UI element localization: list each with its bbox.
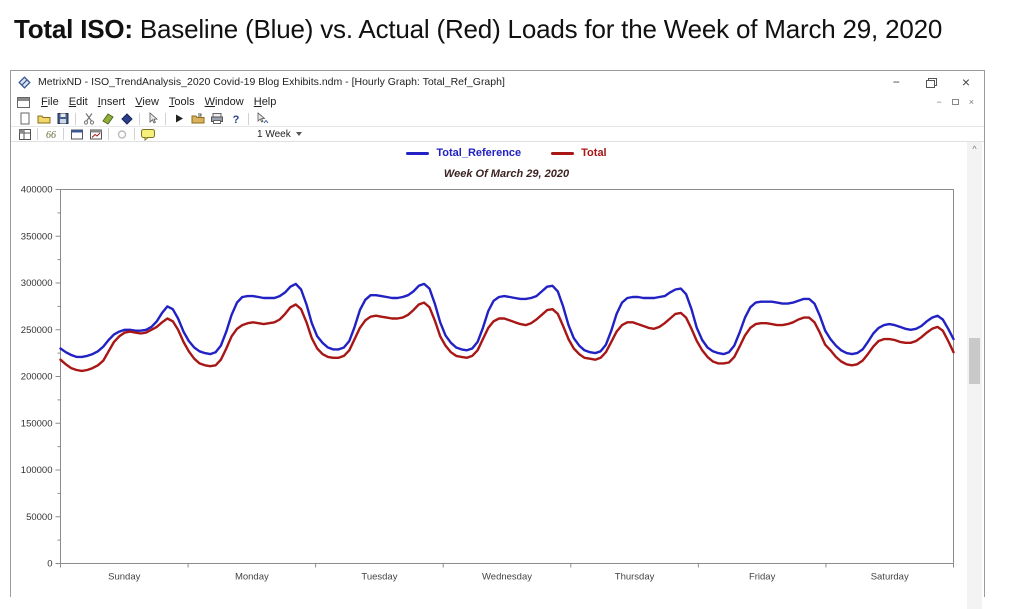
y-tick-label: 300000	[21, 278, 53, 289]
save-icon[interactable]	[54, 112, 71, 126]
notes-icon[interactable]: 66	[42, 127, 59, 141]
open-icon[interactable]	[35, 112, 52, 126]
chart-plot: 0 50000 100000 150000 200000 250000 300000 3500…	[21, 185, 955, 583]
svg-text:?: ?	[232, 114, 239, 125]
restore-icon[interactable]	[925, 77, 937, 88]
week-range-value: 1 Week	[257, 128, 291, 140]
y-tick-label: 50000	[26, 512, 52, 523]
x-tick-label: Tuesday	[361, 572, 397, 583]
data-table-icon[interactable]	[16, 127, 33, 141]
status-disabled-icon	[113, 127, 130, 141]
series-Total	[59, 301, 955, 373]
chevron-down-icon	[295, 132, 302, 136]
blue-line-swatch	[406, 151, 430, 155]
scroll-up-icon[interactable]: ^	[972, 144, 977, 154]
menu-tools[interactable]: Tools	[168, 96, 195, 108]
page-title: Total ISO: Baseline (Blue) vs. Actual (R…	[14, 14, 1014, 45]
y-tick-label: 350000	[21, 231, 53, 242]
run-icon[interactable]	[170, 112, 187, 126]
legend-label-total: Total	[581, 147, 607, 159]
y-tick-label: 400000	[21, 185, 53, 196]
y-tick-label: 100000	[21, 465, 53, 476]
help-icon[interactable]: ?	[227, 112, 244, 126]
export-icon[interactable]	[189, 112, 206, 126]
legend-label-reference: Total_Reference	[436, 147, 522, 159]
app-window: MetrixND - ISO_TrendAnalysis_2020 Covid-…	[10, 70, 985, 609]
select-cursor-icon[interactable]	[144, 112, 161, 126]
y-tick-label: 150000	[21, 418, 53, 429]
new-icon[interactable]	[16, 112, 33, 126]
child-close-icon[interactable]: ×	[968, 96, 974, 107]
report-window-icon[interactable]	[68, 127, 85, 141]
plot-border	[60, 189, 954, 564]
graph-panel: Total_Reference Total Week Of March 29, …	[11, 141, 984, 609]
x-tick-label: Monday	[235, 572, 269, 583]
menu-insert[interactable]: Insert	[97, 96, 126, 108]
view-toolbar: 66 1 Week	[11, 126, 984, 141]
comment-bubble-icon[interactable]	[139, 127, 156, 141]
minimize-icon[interactable]: −	[892, 75, 900, 89]
page-title-bold: Total ISO:	[14, 14, 133, 44]
scrollbar-thumb[interactable]	[969, 338, 980, 384]
menu-view[interactable]: View	[135, 96, 159, 108]
print-icon[interactable]	[208, 112, 225, 126]
svg-text:66: 66	[46, 130, 56, 141]
x-tick-label: Friday	[749, 572, 776, 583]
red-line-swatch	[551, 151, 575, 155]
paste-icon[interactable]	[118, 112, 135, 126]
vertical-scrollbar[interactable]: ^ v	[967, 142, 982, 609]
close-icon[interactable]: ×	[961, 74, 970, 90]
legend-entry-total: Total	[551, 147, 607, 159]
document-icon[interactable]	[17, 96, 30, 108]
menu-file[interactable]: File	[41, 96, 59, 108]
pointer-trace-icon[interactable]	[253, 112, 270, 126]
week-range-select[interactable]: 1 Week	[253, 129, 306, 140]
menu-window[interactable]: Window	[204, 96, 244, 108]
legend-entry-reference: Total_Reference	[406, 147, 521, 159]
y-tick-label: 250000	[21, 325, 53, 336]
x-tick-label: Saturday	[871, 572, 909, 583]
chart-legend: Total_Reference Total	[60, 147, 953, 159]
copy-icon[interactable]	[99, 112, 116, 126]
y-tick-label: 0	[47, 559, 52, 570]
menu-bar: File Edit Insert View Tools Window Help …	[11, 93, 984, 111]
x-tick-label: Thursday	[615, 572, 655, 583]
main-toolbar: ?	[11, 111, 984, 126]
page-title-rest: Baseline (Blue) vs. Actual (Red) Loads f…	[132, 14, 943, 44]
window-titlebar: MetrixND - ISO_TrendAnalysis_2020 Covid-…	[11, 71, 984, 93]
window-title: MetrixND - ISO_TrendAnalysis_2020 Covid-…	[38, 76, 505, 88]
metrixnd-app-icon	[18, 75, 31, 89]
menu-help[interactable]: Help	[253, 96, 277, 108]
cut-icon[interactable]	[80, 112, 97, 126]
chart-title: Week Of March 29, 2020	[443, 168, 570, 180]
graph-window-icon[interactable]	[87, 127, 104, 141]
child-minimize-icon[interactable]: −	[936, 96, 942, 107]
x-tick-label: Sunday	[108, 572, 140, 583]
child-restore-icon[interactable]	[951, 99, 959, 105]
y-tick-label: 200000	[21, 372, 53, 383]
x-tick-label: Wednesday	[482, 572, 532, 583]
menu-edit[interactable]: Edit	[68, 96, 88, 108]
series-Total_Reference	[59, 282, 955, 359]
